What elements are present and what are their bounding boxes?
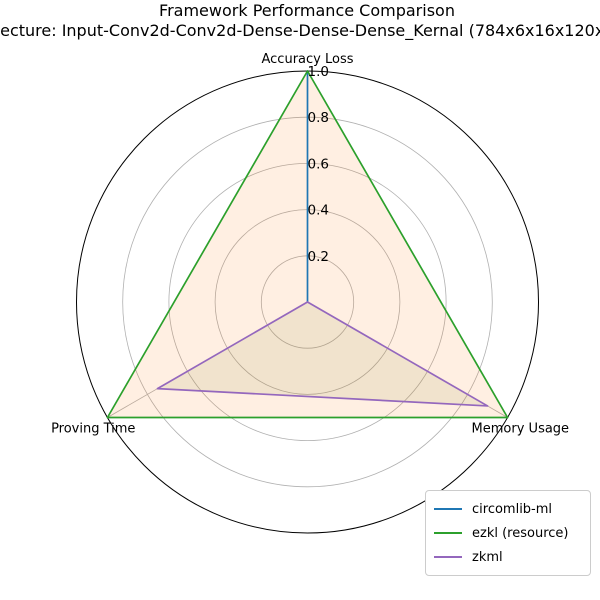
- series-fill: [157, 302, 488, 406]
- axis-labels: Accuracy Loss Memory Usage Proving Time: [51, 52, 569, 437]
- series-line: [106, 70, 509, 419]
- chart-title: Framework Performance Comparison: [159, 1, 455, 20]
- legend-swatch: [434, 556, 462, 558]
- tick-label: 0.8: [308, 110, 329, 126]
- tick-label: 0.6: [308, 156, 329, 172]
- axis-label: Proving Time: [51, 422, 135, 437]
- legend-swatch: [434, 532, 462, 534]
- legend-label: circomlib-ml: [472, 501, 553, 517]
- tick-label: 0.4: [308, 203, 329, 219]
- legend-item-zkml: zkml: [434, 547, 503, 567]
- axis-label: Accuracy Loss: [262, 52, 354, 67]
- series-layer: [106, 70, 509, 419]
- axis-label: Memory Usage: [472, 422, 570, 437]
- tick-label: 0.2: [308, 249, 329, 265]
- tick-label: 1.0: [308, 64, 329, 80]
- legend: circomlib-ml ezkl (resource) zkml: [425, 490, 591, 576]
- legend-label: ezkl (resource): [472, 525, 569, 541]
- series-line: [156, 301, 489, 407]
- legend-item-circomlib-ml: circomlib-ml: [434, 499, 552, 519]
- chart-subtitle: Architecture: Input-Conv2d-Conv2d-Dense-…: [0, 21, 600, 41]
- legend-label: zkml: [472, 549, 503, 565]
- tick-labels: 0.2 0.4 0.6 0.8 1.0: [308, 64, 329, 265]
- legend-item-ezkl-resource: ezkl (resource): [434, 523, 568, 543]
- legend-swatch: [434, 508, 462, 510]
